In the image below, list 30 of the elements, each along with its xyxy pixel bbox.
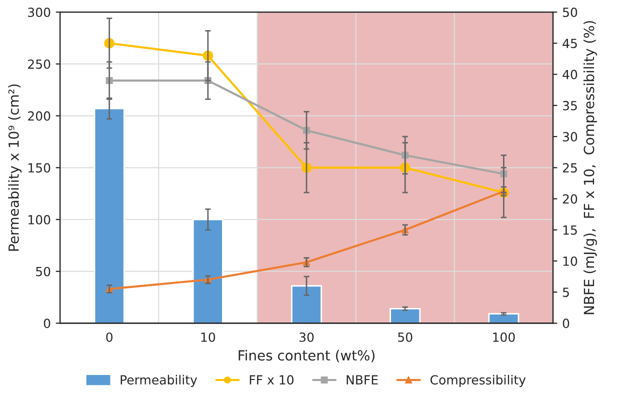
- y2-axis-title: NBFE (mJ/g), FF x 10, Compressibility (%): [583, 21, 597, 314]
- y2-tick-label: 10: [563, 256, 578, 266]
- y-tick-label: 50: [36, 266, 50, 276]
- y-tick-label: 150: [28, 163, 50, 173]
- y2-tick-label: 25: [562, 163, 577, 173]
- y-tick-label: 200: [28, 111, 50, 121]
- y2-tick-label: 0: [562, 318, 570, 328]
- y2-tick-label: 45: [562, 38, 577, 48]
- y2-tick-label: 30: [562, 132, 578, 142]
- legend-label: Permeability: [120, 374, 198, 387]
- y-tick-label: 300: [28, 8, 50, 18]
- y-tick-label: 0: [44, 318, 50, 328]
- x-axis-title: Fines content (wt%): [238, 350, 374, 362]
- y2-tick-label: 15: [563, 226, 577, 235]
- y2-tick-label: 35: [562, 100, 577, 110]
- x-tick-label: 10: [201, 332, 216, 342]
- x-tick-label: 100: [493, 332, 515, 342]
- y2-tick-label: 20: [562, 194, 578, 204]
- x-tick-label: 30: [300, 332, 314, 342]
- y2-tick-label: 50: [562, 8, 578, 18]
- legend-label: NBFE: [346, 375, 378, 384]
- x-tick-label: 50: [398, 332, 412, 342]
- y2-tick-label: 40: [562, 70, 578, 80]
- y-tick-label: 250: [28, 59, 50, 69]
- legend-label: FF x 10: [250, 375, 294, 385]
- x-tick-label: 0: [106, 332, 112, 342]
- y-axis-title: Permeability x 10⁹ (cm²): [8, 84, 22, 251]
- y2-tick-label: 5: [562, 288, 569, 298]
- legend-label: Compressibility: [430, 374, 526, 387]
- y-tick-label: 100: [28, 214, 50, 224]
